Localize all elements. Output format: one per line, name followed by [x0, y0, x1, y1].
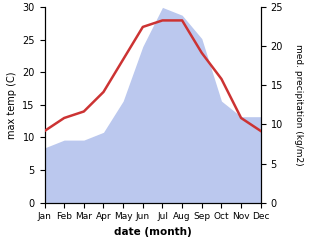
- X-axis label: date (month): date (month): [114, 227, 191, 237]
- Y-axis label: max temp (C): max temp (C): [7, 71, 17, 139]
- Y-axis label: med. precipitation (kg/m2): med. precipitation (kg/m2): [294, 44, 303, 166]
